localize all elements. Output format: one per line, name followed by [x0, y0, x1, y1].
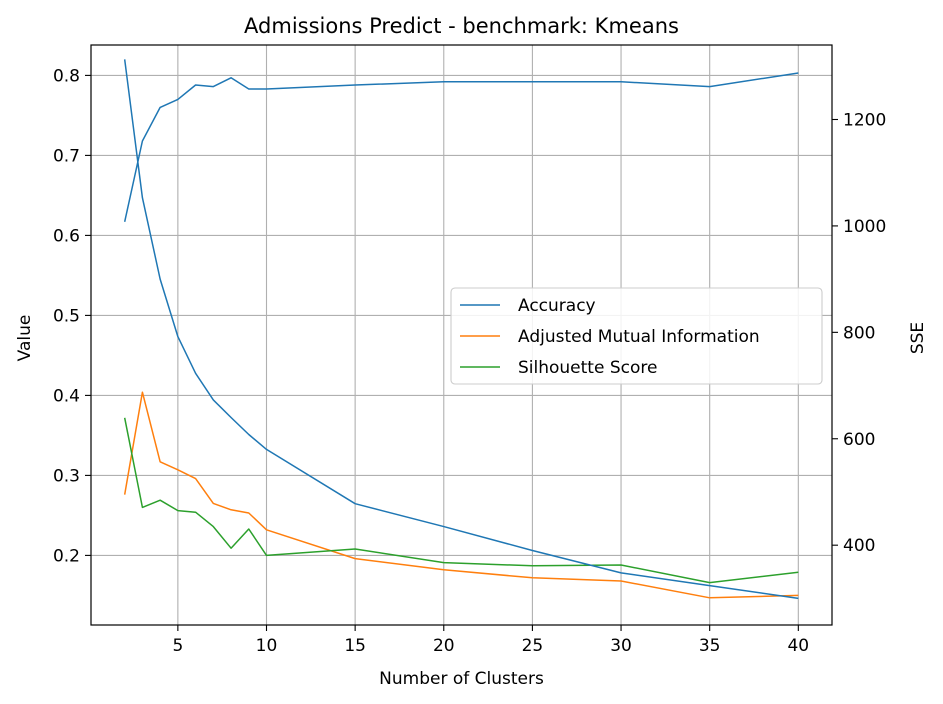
x-axis-label: Number of Clusters [379, 669, 544, 689]
series-line-accuracy [123, 72, 799, 222]
y2-tick-label: 600 [843, 430, 875, 450]
x-tick-label: 40 [787, 636, 809, 656]
y-axis-label: Value [15, 315, 35, 362]
legend-label-silhouette-score: Silhouette Score [518, 358, 657, 378]
y2-tick-label: 400 [843, 536, 875, 556]
legend: Accuracy Adjusted Mutual Information Silho… [450, 287, 823, 385]
plot-frame [90, 44, 833, 626]
grid [91, 45, 832, 625]
y2-tick-label: 800 [843, 323, 875, 343]
series-line-sse [123, 59, 799, 600]
y-axis: 0.2 0.3 0.4 0.5 0.6 0.7 0.8 [53, 66, 91, 566]
x-tick-label: 25 [522, 636, 544, 656]
legend-box [450, 287, 823, 385]
y-tick-label: 0.3 [53, 466, 80, 486]
y-tick-label: 0.2 [53, 546, 80, 566]
legend-label-accuracy: Accuracy [518, 296, 596, 316]
x-tick-label: 20 [433, 636, 455, 656]
y2-axis: 400 600 800 1000 1200 [832, 110, 886, 556]
x-axis: 5 10 15 20 25 30 35 40 [172, 625, 809, 656]
y-tick-label: 0.7 [53, 146, 80, 166]
y-tick-label: 0.5 [53, 306, 80, 326]
x-tick-label: 5 [172, 636, 183, 656]
chart-title: Admissions Predict - benchmark: Kmeans [244, 14, 679, 38]
x-tick-label: 35 [699, 636, 721, 656]
x-tick-label: 10 [256, 636, 278, 656]
y-tick-label: 0.4 [53, 386, 80, 406]
series-layer [123, 59, 799, 600]
legend-label-adjusted-mutual-information: Adjusted Mutual Information [518, 327, 760, 347]
y2-tick-label: 1200 [843, 110, 886, 130]
y-tick-label: 0.6 [53, 226, 80, 246]
series-line-adjusted-mutual-information [123, 391, 799, 599]
x-tick-label: 30 [610, 636, 632, 656]
y-tick-label: 0.8 [53, 66, 80, 86]
y2-tick-label: 1000 [843, 217, 886, 237]
y2-axis-label: SSE [908, 322, 928, 354]
x-tick-label: 15 [344, 636, 366, 656]
